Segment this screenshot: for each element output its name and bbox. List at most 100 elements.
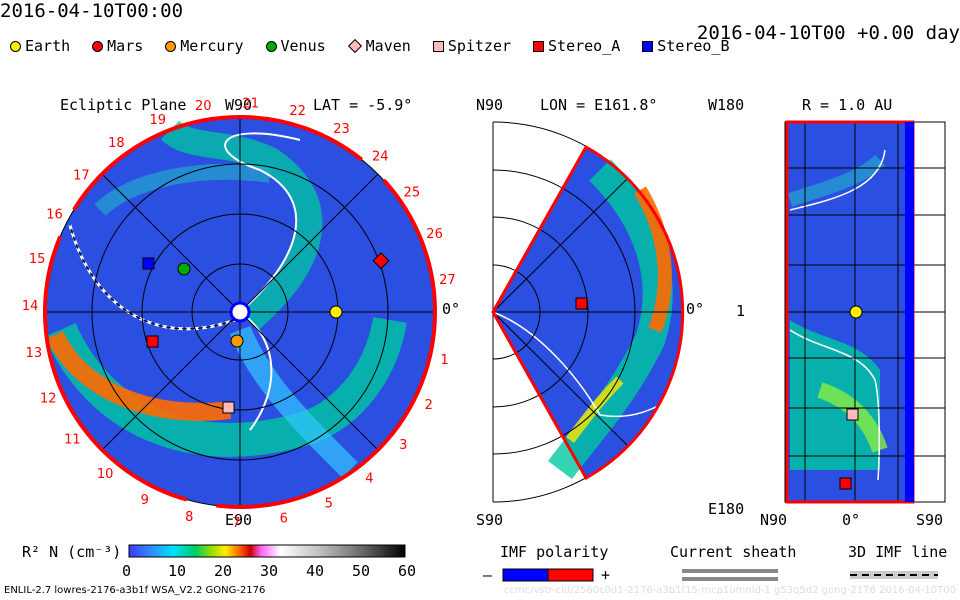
legend-item-mars: Mars	[92, 37, 143, 55]
meridional-plot	[491, 121, 685, 503]
imf-polarity-title: IMF polarity	[500, 543, 609, 561]
legend-item-maven: Maven	[347, 37, 411, 55]
mercury-marker-icon	[165, 40, 177, 52]
legend-label: Earth	[25, 37, 71, 55]
meridional-title: LON = E161.8°	[540, 96, 658, 114]
tick-number: 4	[365, 471, 373, 486]
colorbar-tick: 20	[214, 562, 233, 580]
tick-number: 22	[289, 104, 306, 119]
tick-number: 23	[333, 122, 350, 137]
tick-number: 17	[73, 168, 90, 183]
radial-x-label-n: N90	[760, 511, 788, 529]
imf-line-dashed-2	[69, 224, 236, 330]
tick-number: 16	[46, 208, 63, 223]
ecliptic-boundary	[43, 115, 437, 509]
stereo-b-marker-icon	[142, 257, 155, 270]
spitzer-marker-icon	[432, 40, 444, 52]
density-arm-hot	[46, 330, 232, 421]
tick-number: 8	[185, 510, 193, 525]
tick-number: 6	[280, 511, 288, 526]
radial-title: R = 1.0 AU	[802, 96, 893, 114]
legend-label: Venus	[280, 37, 326, 55]
mercury-marker-icon	[230, 334, 244, 348]
object-legend: Earth Mars Mercury Venus Maven Spitzer Stereo_…	[10, 37, 752, 55]
stereo-a-radial-marker-icon	[839, 477, 852, 490]
model-datetime: 2016-04-10T00:00	[0, 0, 184, 22]
legend-label: Mercury	[180, 37, 244, 55]
venus-marker-icon	[265, 40, 277, 52]
tick-number: 10	[97, 467, 114, 482]
legend-item-spitzer: Spitzer	[432, 37, 512, 55]
tick-number: 27	[439, 273, 456, 288]
imf3d-title: 3D IMF line	[848, 543, 948, 561]
imf-negative-bar	[502, 568, 549, 582]
model-footer: ENLIL-2.7 lowres-2176-a3b1f WSA_V2.2 GON…	[4, 585, 266, 596]
tick-number: 15	[29, 252, 46, 267]
tick-number: 13	[26, 346, 43, 361]
tick-number: 3	[399, 438, 407, 453]
ecliptic-bottom-label: E90	[225, 511, 253, 529]
tick-number: 14	[22, 299, 39, 314]
earth-marker-icon	[10, 40, 21, 52]
legend-item-earth: Earth	[10, 37, 70, 55]
legend-label: Stereo_A	[548, 37, 621, 55]
meridional-top-label: N90	[476, 96, 504, 114]
density-colorbar	[128, 544, 406, 558]
density-arm-4	[94, 163, 272, 216]
tick-number: 5	[325, 496, 333, 511]
legend-item-stereo-a: Stereo_A	[533, 37, 620, 55]
stereo-a-meridional-marker-icon	[575, 297, 588, 310]
stereo-a-marker-icon	[533, 40, 545, 52]
venus-marker-icon	[177, 262, 191, 276]
tick-number: 19	[149, 113, 166, 128]
imf-positive-bar	[547, 568, 594, 582]
ecliptic-lat-label: LAT = -5.9°	[313, 96, 413, 114]
tick-number: 11	[64, 432, 81, 447]
radial-top-label: W180	[708, 96, 745, 114]
radial-mid-label: 1	[736, 302, 746, 320]
legend-label: Spitzer	[447, 37, 512, 55]
run-id-watermark: ccmc/vstr-cld/2560c0d1-2176-a3b1f15-mcp1…	[503, 585, 956, 596]
legend-label: Mars	[107, 37, 144, 55]
mars-marker-icon	[372, 252, 390, 270]
forecast-datetime: 2016-04-10T00 +0.00 day	[696, 22, 960, 44]
earth-radial-marker-icon	[849, 305, 863, 319]
meridional-bottom-label: S90	[476, 511, 504, 529]
current-sheath-1	[224, 132, 301, 313]
tick-number: 1	[440, 353, 448, 368]
density-arm-2	[160, 119, 323, 330]
radial-x-label-s: S90	[916, 511, 944, 529]
tick-number: 2	[425, 398, 433, 413]
current-sheath-title: Current sheath	[670, 543, 797, 561]
legend-item-stereo-b: Stereo_B	[642, 37, 730, 55]
ecliptic-right-label: 0°	[442, 300, 461, 318]
tick-number: 9	[141, 493, 149, 508]
colorbar-tick: 10	[168, 562, 187, 580]
sun-inner-boundary	[229, 301, 251, 323]
tick-number: 18	[108, 136, 125, 151]
colorbar-tick: 40	[306, 562, 325, 580]
tick-number: 7	[232, 516, 240, 531]
legend-label: Stereo_B	[657, 37, 730, 55]
tick-number: 26	[426, 227, 443, 242]
current-sheath-2	[239, 311, 273, 431]
radial-bottom-label: E180	[708, 500, 745, 518]
mars-marker-icon	[92, 40, 104, 52]
ecliptic-title: Ecliptic Plane	[60, 96, 187, 114]
stereo-b-marker-icon	[642, 40, 654, 52]
colorbar-tick: 30	[260, 562, 279, 580]
ecliptic-top-label: W90	[225, 96, 253, 114]
colorbar-tick: 0	[122, 562, 132, 580]
stereo-a-marker-icon	[146, 335, 159, 348]
colorbar-tick: 50	[352, 562, 371, 580]
imf-plus-label: +	[601, 566, 611, 584]
tick-number: 12	[40, 392, 57, 407]
earth-marker-icon	[329, 305, 343, 319]
meridional-right-label: 0°	[686, 300, 705, 318]
tick-number: 24	[372, 150, 389, 165]
current-sheath-legend	[682, 569, 778, 581]
colorbar-tick: 60	[398, 562, 417, 580]
legend-item-mercury: Mercury	[165, 37, 244, 55]
